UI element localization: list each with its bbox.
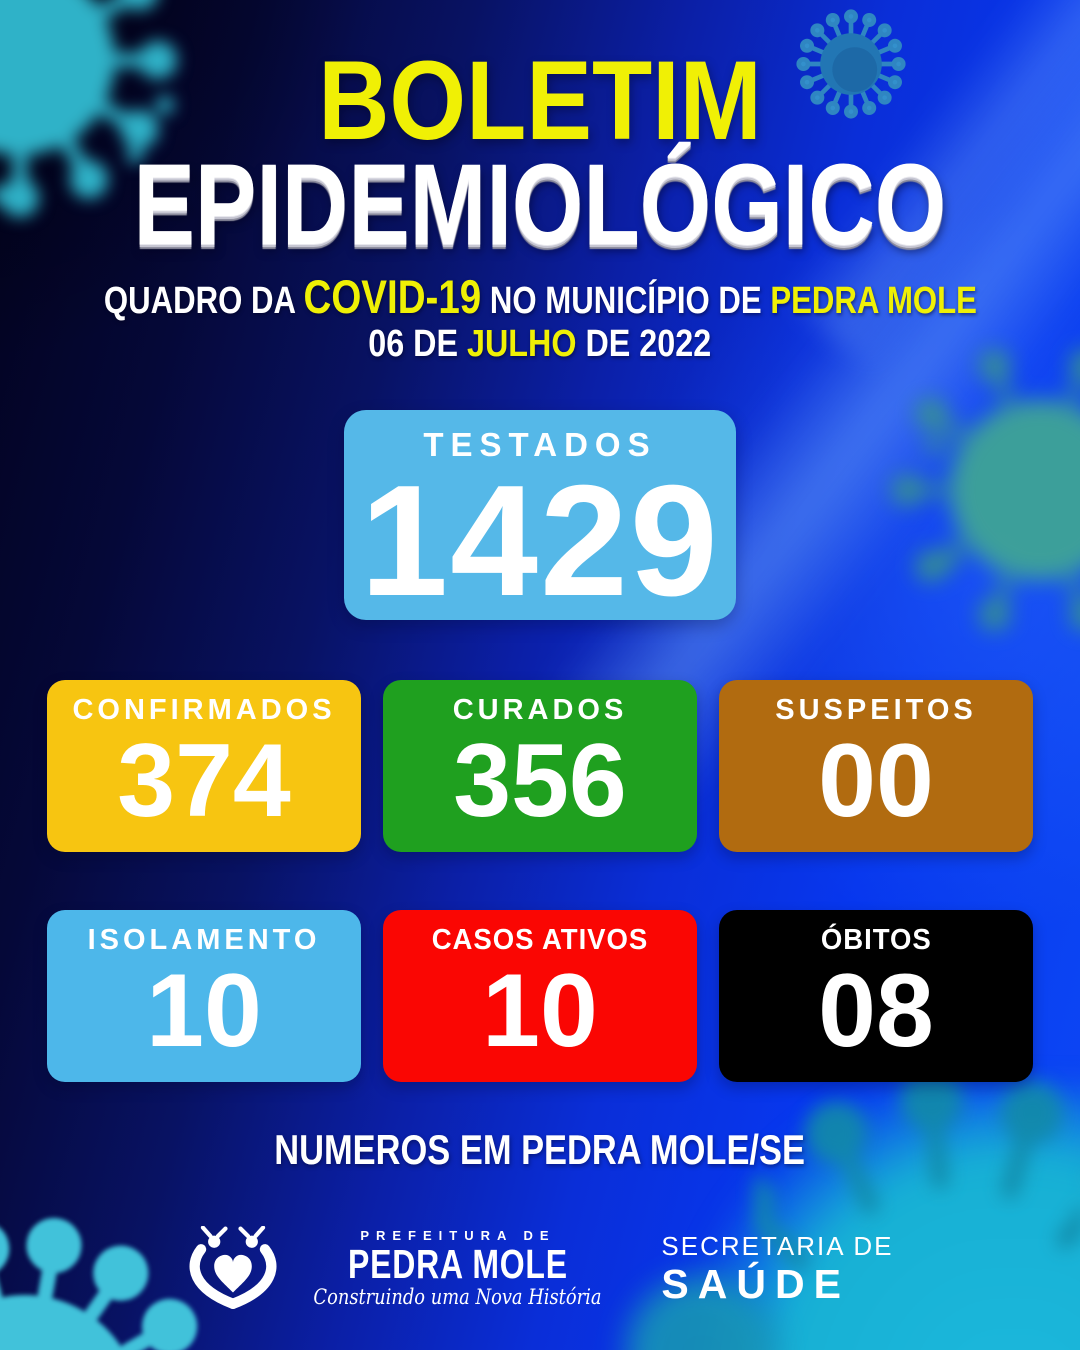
secretaria-block: SECRETARIA DE SAÚDE	[661, 1231, 893, 1307]
date-text: 06 DE	[368, 323, 468, 366]
bulletin-subtitle: QUADRO DA COVID-19 NO MUNICÍPIO DE PEDRA…	[103, 271, 976, 324]
stat-card-label: ISOLAMENTO	[87, 923, 321, 956]
bulletin-date: 06 DE JULHO DE 2022	[0, 323, 1080, 366]
footnote: NUMEROS EM PEDRA MOLE/SE	[274, 1125, 806, 1173]
stat-card-value: 08	[818, 952, 934, 1069]
stat-card-testados: TESTADOS 1429	[344, 409, 736, 629]
date-month-highlight: JULHO	[467, 323, 577, 366]
prefeitura-text: PREFEITURA DE PEDRA MOLE Construindo uma…	[288, 1228, 627, 1309]
subtitle-text: QUADRO DA	[103, 280, 304, 323]
stat-card-label: CONFIRMADOS	[72, 693, 336, 726]
stat-card-value: 00	[818, 722, 934, 839]
stat-card-value: 10	[146, 952, 262, 1069]
subtitle-city-highlight: PEDRA MOLE	[769, 280, 977, 323]
stat-card-casos-ativos: CASOS ATIVOS 10	[383, 909, 697, 1082]
stat-card-value: 356	[453, 722, 627, 839]
page-title-line2: EPIDEMIOLÓGICO	[133, 141, 947, 270]
stat-card-confirmados: CONFIRMADOS 374	[47, 679, 361, 852]
stat-card-obitos: ÓBITOS 08	[719, 909, 1033, 1082]
stat-card-value: 10	[482, 952, 598, 1069]
stat-card-curados: CURADOS 356	[383, 679, 697, 852]
page-title: BOLETIM	[318, 38, 762, 163]
stat-card-value: 374	[117, 722, 291, 839]
subtitle-text: NO MUNICÍPIO DE	[480, 280, 770, 323]
prefeitura-logo-block: PREFEITURA DE PEDRA MOLE Construindo uma…	[186, 1225, 627, 1312]
stats-grid: CONFIRMADOS 374 CURADOS 356 SUSPEITOS 00…	[47, 679, 1033, 1082]
stat-card-label: ÓBITOS	[820, 923, 932, 956]
secretaria-line2: SAÚDE	[661, 1260, 850, 1307]
footer: PREFEITURA DE PEDRA MOLE Construindo uma…	[0, 1225, 1080, 1312]
stat-card-label: SUSPEITOS	[775, 693, 977, 726]
stat-card-suspeitos: SUSPEITOS 00	[719, 679, 1033, 852]
stat-card-value: 1429	[360, 452, 720, 629]
secretaria-line1: SECRETARIA DE	[661, 1230, 894, 1261]
prefeitura-heart-logo-icon	[190, 1225, 277, 1309]
subtitle-covid-highlight: COVID-19	[303, 270, 481, 324]
prefeitura-name: PEDRA MOLE	[348, 1241, 568, 1288]
stat-card-isolamento: ISOLAMENTO 10	[47, 909, 361, 1082]
date-text: DE 2022	[576, 323, 712, 366]
stat-card-label: CASOS ATIVOS	[431, 923, 649, 956]
stat-card-label: CURADOS	[452, 693, 628, 726]
header: BOLETIM EPIDEMIOLÓGICO QUADRO DA COVID-1…	[0, 38, 1080, 366]
bulletin-content: BOLETIM EPIDEMIOLÓGICO QUADRO DA COVID-1…	[0, 38, 1080, 1312]
prefeitura-slogan: Construindo uma Nova História	[313, 1285, 602, 1310]
